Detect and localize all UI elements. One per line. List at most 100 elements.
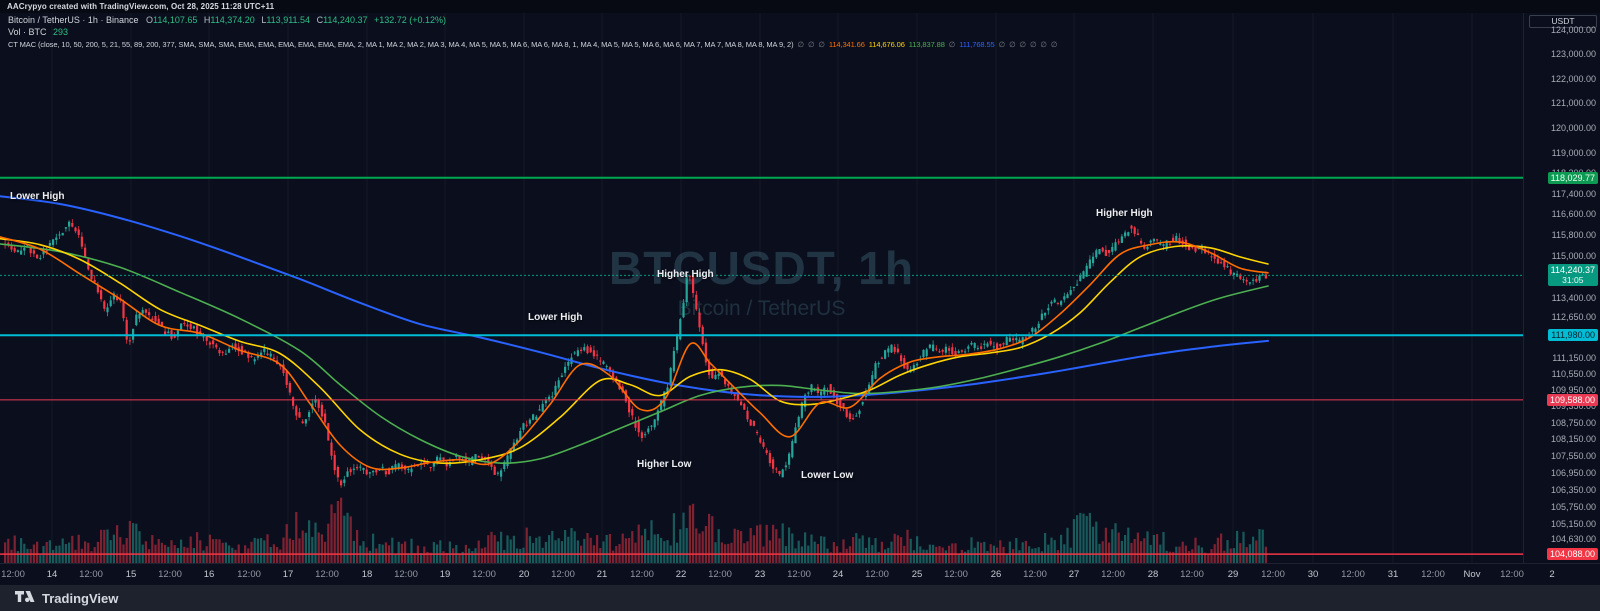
time-tick: 12:00: [237, 569, 261, 580]
time-tick: 30: [1307, 569, 1319, 580]
indicator-value: ∅: [1019, 40, 1027, 49]
indicator-value: ∅: [948, 40, 956, 49]
open-value: 114,107.65: [153, 15, 198, 25]
swing-label: Higher High: [1096, 208, 1153, 219]
timeframe[interactable]: 1h: [87, 15, 98, 25]
candles: [4, 219, 1267, 488]
indicator-legend-row[interactable]: CT MAC (close, 10, 50, 200, 5, 21, 55, 8…: [8, 39, 1057, 50]
change-value: +132.72 (+0.12%): [373, 15, 447, 25]
time-tick: 12:00: [1180, 569, 1204, 580]
candlestick-chart[interactable]: [0, 13, 1523, 563]
volume-label: Vol · BTC: [8, 27, 47, 37]
time-tick: 12:00: [1, 569, 25, 580]
ma-fast-orange: [0, 236, 1269, 471]
price-tick: 116,600.00: [1551, 209, 1596, 219]
close-label: C: [316, 15, 324, 25]
price-tick: 123,000.00: [1550, 49, 1596, 59]
time-tick: 21: [596, 569, 608, 580]
chart-pane[interactable]: BTCUSDT, 1h Bitcoin / TetherUS Bitcoin /…: [0, 13, 1523, 563]
level-lines: [0, 176, 1523, 555]
time-tick: 28: [1147, 569, 1159, 580]
price-tick: 108,150.00: [1550, 434, 1596, 444]
price-tick: 105,150.00: [1550, 519, 1596, 529]
time-tick: 23: [754, 569, 766, 580]
indicator-value: ∅: [1050, 40, 1058, 49]
swing-label: Higher High: [657, 269, 714, 280]
time-tick: 26: [990, 569, 1002, 580]
time-tick: 22: [675, 569, 687, 580]
price-tick: 110,550.00: [1551, 369, 1596, 379]
close-value: 114,240.37: [323, 15, 368, 25]
symbol-legend-row[interactable]: Bitcoin / TetherUS · 1h · Binance O114,1…: [8, 15, 1057, 26]
time-tick: 12:00: [1023, 569, 1047, 580]
indicator-value: ∅: [807, 40, 815, 49]
ma-lines: [0, 195, 1269, 471]
time-tick: 27: [1068, 569, 1080, 580]
symbol-name[interactable]: Bitcoin / TetherUS: [8, 15, 80, 25]
separator: ·: [100, 15, 104, 25]
time-axis[interactable]: 12:00 14 12:00 15 12:00 16 12:00 17 12:00 18 12:00…: [0, 563, 1600, 585]
time-tick: 17: [282, 569, 294, 580]
price-tick: 106,350.00: [1550, 485, 1596, 495]
indicator-value: ∅: [998, 40, 1006, 49]
price-tick: 122,000.00: [1550, 74, 1596, 84]
time-tick: 12:00: [1341, 569, 1365, 580]
time-tick: 12:00: [158, 569, 182, 580]
price-badge: 111,980.00: [1548, 329, 1598, 341]
indicator-value: 114,341.66: [828, 40, 865, 49]
time-tick: 29: [1227, 569, 1239, 580]
indicator-value: ∅: [1029, 40, 1037, 49]
time-tick: 12:00: [1101, 569, 1125, 580]
indicator-value: ∅: [1009, 40, 1016, 49]
tradingview-logo[interactable]: [15, 591, 35, 605]
open-label: O: [146, 15, 154, 25]
volume-legend-row[interactable]: Vol · BTC 293: [8, 27, 1057, 38]
time-tick: 12:00: [1261, 569, 1285, 580]
time-tick: 18: [361, 569, 373, 580]
indicator-value: 113,837.88: [908, 40, 945, 49]
swing-label: Higher Low: [637, 459, 692, 470]
day-gridlines: [51, 13, 1473, 563]
exchange: Binance: [105, 15, 139, 25]
price-tick: 121,000.00: [1550, 98, 1596, 108]
price-tick: 115,000.00: [1551, 251, 1596, 261]
time-tick: Nov: [1463, 569, 1481, 580]
chart-title-text: AACrypyo created with TradingView.com, O…: [7, 2, 275, 11]
time-tick: 12:00: [472, 569, 496, 580]
time-tick: 12:00: [394, 569, 418, 580]
separator: ·: [82, 15, 86, 25]
volume-value: 293: [53, 27, 69, 37]
time-tick: 12:00: [708, 569, 732, 580]
time-tick: 12:00: [551, 569, 575, 580]
currency-button[interactable]: USDT: [1529, 15, 1597, 28]
price-tick: 105,750.00: [1550, 502, 1596, 512]
price-tick: 117,400.00: [1551, 189, 1596, 199]
time-tick: 2: [1549, 569, 1555, 580]
high-label: H: [203, 15, 211, 25]
time-tick: 12:00: [944, 569, 968, 580]
price-axis[interactable]: USDT 124,000.00 123,000.00 122,000.00 121,0…: [1523, 13, 1600, 563]
swing-label: Lower High: [528, 312, 583, 323]
price-badge: 114,240.37 31:05: [1547, 264, 1598, 286]
time-tick: 16: [203, 569, 215, 580]
tradingview-brand-name[interactable]: TradingView: [42, 590, 119, 606]
price-tick: 119,000.00: [1551, 148, 1596, 158]
time-tick: 19: [439, 569, 451, 580]
time-tick: 12:00: [1500, 569, 1524, 580]
time-tick: 12:00: [865, 569, 889, 580]
price-tick: 109,350.00: [1550, 401, 1596, 411]
swing-label: Lower High: [10, 191, 65, 202]
price-badge: 104,088.00: [1546, 548, 1598, 560]
time-tick: 12:00: [630, 569, 654, 580]
price-tick: 115,800.00: [1551, 230, 1596, 240]
price-tick: 120,000.00: [1550, 123, 1596, 133]
time-tick: 12:00: [1421, 569, 1445, 580]
window-title-bar: AACrypyo created with TradingView.com, O…: [0, 0, 1600, 13]
time-tick: 15: [125, 569, 137, 580]
price-tick: 124,000.00: [1550, 25, 1596, 35]
branding-bar: TradingView: [0, 585, 1600, 611]
high-value: 114,374.20: [210, 15, 255, 25]
indicator-values: ∅ ∅ ∅ 114,341.66 114,676.06 113,837.88 ∅ 111,76…: [794, 40, 1058, 49]
time-tick: 24: [832, 569, 844, 580]
ma-slow-green: [0, 243, 1269, 464]
